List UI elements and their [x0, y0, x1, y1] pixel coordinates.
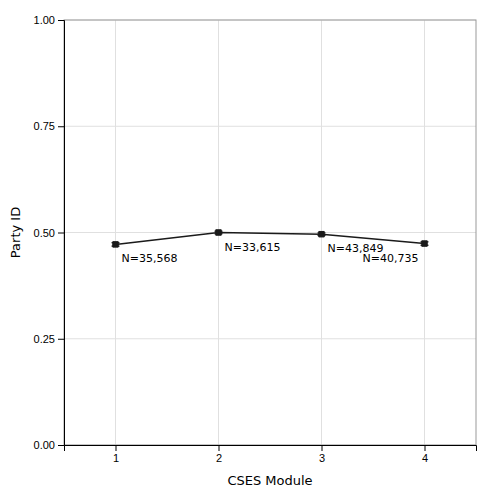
- marker: [422, 241, 427, 246]
- tick: 0.75: [34, 120, 64, 132]
- tick: 4: [422, 445, 428, 464]
- annotation: N=33,615: [225, 241, 281, 254]
- tick-mark: [322, 445, 323, 451]
- annotation: N=35,568: [122, 252, 178, 265]
- tick-label: 0.75: [34, 120, 55, 132]
- tick: 1: [113, 445, 119, 464]
- annotations: N=35,568N=33,615N=43,849N=40,735: [122, 241, 419, 266]
- tick: 3: [319, 445, 325, 464]
- plot: 1 2 3 4 0.00 0.25 0.50 0.75 1.00 N=35,568 N=33,615…: [34, 14, 477, 464]
- x-axis-title: CSES Module: [227, 473, 312, 488]
- marker: [216, 230, 221, 235]
- grid: [64, 20, 476, 445]
- tick-label: 0.25: [34, 333, 55, 345]
- axis-line: [58, 21, 65, 446]
- tick-mark: [116, 445, 117, 451]
- tick: 0.25: [34, 333, 64, 345]
- tick-mark: [58, 126, 64, 127]
- chart: 1 2 3 4 0.00 0.25 0.50 0.75 1.00 N=35,568 N=33,615…: [0, 0, 500, 497]
- grid-line: [64, 338, 476, 339]
- grid-line: [64, 126, 476, 127]
- tick-label: 2: [216, 452, 222, 464]
- plot-frame: [64, 20, 476, 445]
- tick-mark: [58, 20, 64, 21]
- tick-label: 1.00: [34, 14, 55, 26]
- tick-label: 0.00: [34, 439, 55, 451]
- tick-label: 3: [319, 452, 325, 464]
- tick-label: 4: [422, 452, 428, 464]
- tick-mark: [219, 445, 220, 451]
- tick-mark: [58, 233, 64, 234]
- tick: 2: [216, 445, 222, 464]
- tick-label: 1: [113, 452, 119, 464]
- y-axis-title: Party ID: [8, 207, 23, 258]
- annotation: N=40,735: [363, 252, 419, 265]
- x-axis: 1 2 3 4: [65, 445, 477, 464]
- marker: [113, 242, 118, 247]
- tick: 1.00: [34, 14, 64, 26]
- tick-label: 0.50: [34, 227, 55, 239]
- tick-mark: [58, 339, 64, 340]
- tick: 0.00: [34, 439, 64, 451]
- tick: 0.50: [34, 227, 64, 239]
- axis-line: [65, 446, 477, 452]
- y-axis: 0.00 0.25 0.50 0.75 1.00: [34, 14, 65, 451]
- marker: [319, 231, 324, 236]
- tick-mark: [425, 445, 426, 451]
- tick-mark: [58, 445, 64, 446]
